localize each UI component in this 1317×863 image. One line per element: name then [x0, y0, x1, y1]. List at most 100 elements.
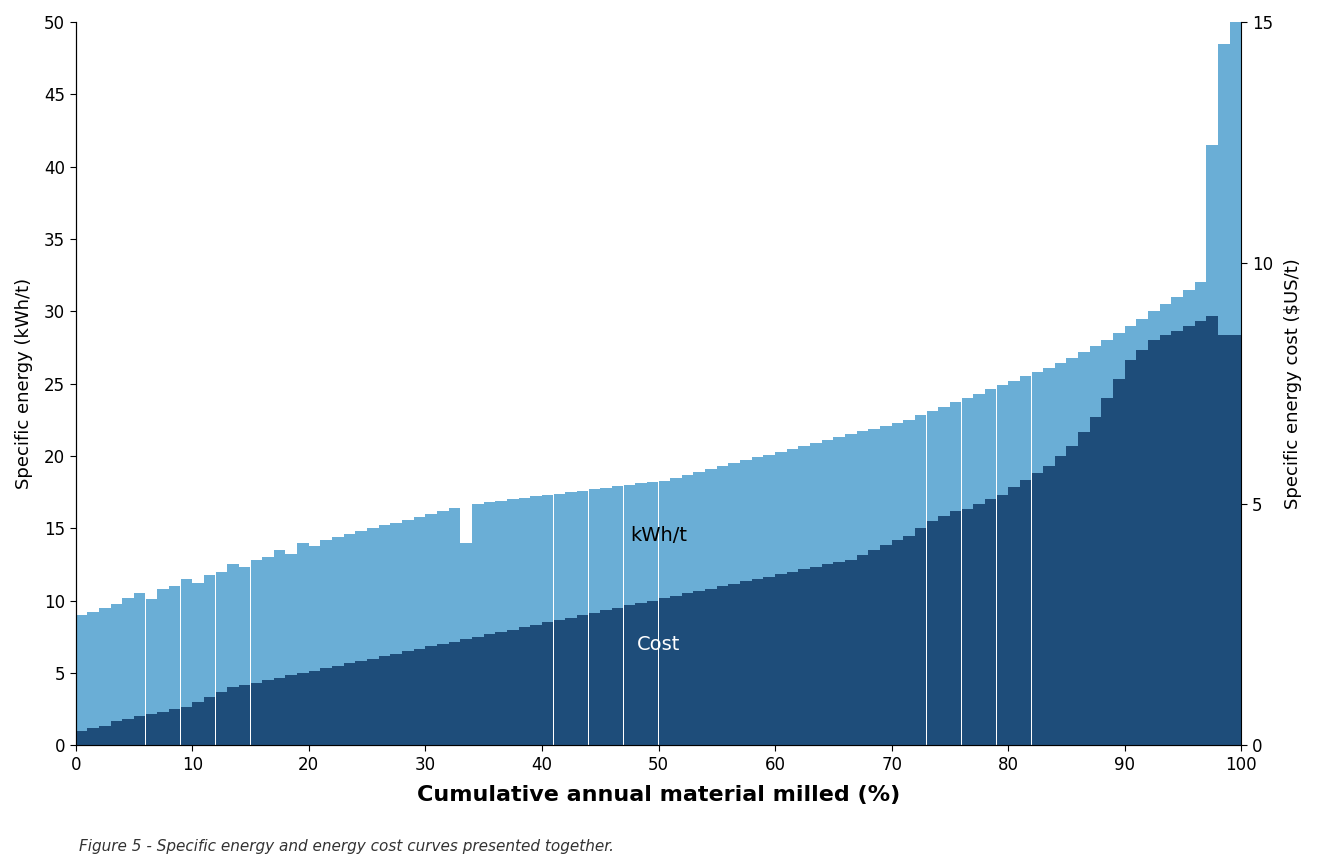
Bar: [834, 562, 846, 746]
Bar: [985, 389, 997, 746]
Bar: [425, 513, 437, 746]
Bar: [647, 482, 658, 746]
Bar: [1137, 350, 1148, 746]
Bar: [1113, 333, 1125, 746]
Bar: [716, 466, 728, 746]
Bar: [973, 394, 985, 746]
Bar: [157, 589, 169, 746]
Bar: [122, 598, 134, 746]
Bar: [216, 692, 227, 746]
Bar: [519, 498, 531, 746]
Bar: [507, 630, 519, 746]
Bar: [786, 449, 798, 746]
Bar: [716, 586, 728, 746]
Bar: [1009, 488, 1019, 746]
Bar: [541, 622, 553, 746]
Bar: [950, 512, 961, 746]
Bar: [146, 714, 157, 746]
Bar: [1195, 321, 1206, 746]
Bar: [1137, 318, 1148, 746]
Bar: [414, 649, 425, 746]
Bar: [471, 504, 483, 746]
Bar: [1160, 304, 1171, 746]
Bar: [822, 440, 834, 746]
Y-axis label: Specific energy (kWh/t): Specific energy (kWh/t): [14, 278, 33, 489]
Bar: [985, 500, 997, 746]
Bar: [262, 557, 274, 746]
Bar: [577, 615, 589, 746]
Bar: [892, 423, 903, 746]
Bar: [786, 571, 798, 746]
Bar: [238, 567, 250, 746]
Bar: [903, 419, 915, 746]
Bar: [1089, 346, 1101, 746]
Bar: [75, 615, 87, 746]
Bar: [798, 446, 810, 746]
Bar: [169, 709, 180, 746]
Bar: [228, 688, 238, 746]
Bar: [658, 598, 670, 746]
Bar: [111, 721, 122, 746]
Bar: [250, 560, 262, 746]
Bar: [1125, 360, 1137, 746]
Bar: [577, 491, 589, 746]
Bar: [740, 582, 752, 746]
Bar: [320, 540, 332, 746]
Bar: [1101, 340, 1113, 746]
Bar: [1043, 368, 1055, 746]
Bar: [612, 487, 623, 746]
Bar: [134, 716, 145, 746]
Bar: [635, 603, 647, 746]
Bar: [495, 501, 507, 746]
Bar: [1031, 473, 1043, 746]
Bar: [1148, 340, 1160, 746]
Bar: [180, 707, 192, 746]
Bar: [822, 564, 834, 746]
Bar: [1019, 376, 1031, 746]
Bar: [601, 488, 612, 746]
Text: Cost: Cost: [637, 634, 680, 653]
Bar: [752, 579, 764, 746]
Bar: [868, 429, 880, 746]
Bar: [1089, 418, 1101, 746]
Bar: [670, 595, 682, 746]
Bar: [286, 676, 298, 746]
Bar: [541, 495, 553, 746]
Bar: [519, 627, 531, 746]
Bar: [1230, 22, 1241, 746]
Bar: [764, 576, 774, 746]
Bar: [903, 536, 915, 746]
Bar: [705, 469, 716, 746]
X-axis label: Cumulative annual material milled (%): Cumulative annual material milled (%): [417, 784, 900, 805]
Bar: [670, 478, 682, 746]
Bar: [262, 680, 274, 746]
Bar: [1067, 446, 1079, 746]
Bar: [75, 731, 87, 746]
Bar: [471, 637, 483, 746]
Bar: [927, 521, 938, 746]
Bar: [647, 601, 658, 746]
Bar: [507, 500, 519, 746]
Bar: [449, 508, 460, 746]
Bar: [192, 702, 204, 746]
Bar: [938, 406, 950, 746]
Bar: [87, 612, 99, 746]
Bar: [344, 534, 356, 746]
Bar: [1148, 312, 1160, 746]
Bar: [320, 668, 332, 746]
Bar: [938, 516, 950, 746]
Bar: [915, 415, 926, 746]
Bar: [390, 653, 402, 746]
Bar: [682, 594, 693, 746]
Bar: [1113, 379, 1125, 746]
Bar: [414, 517, 425, 746]
Bar: [798, 570, 810, 746]
Text: Figure 5 - Specific energy and energy cost curves presented together.: Figure 5 - Specific energy and energy co…: [79, 840, 614, 854]
Bar: [846, 560, 856, 746]
Bar: [437, 644, 449, 746]
Bar: [776, 574, 786, 746]
Bar: [997, 385, 1008, 746]
Bar: [122, 719, 134, 746]
Bar: [1218, 336, 1230, 746]
Bar: [565, 618, 577, 746]
